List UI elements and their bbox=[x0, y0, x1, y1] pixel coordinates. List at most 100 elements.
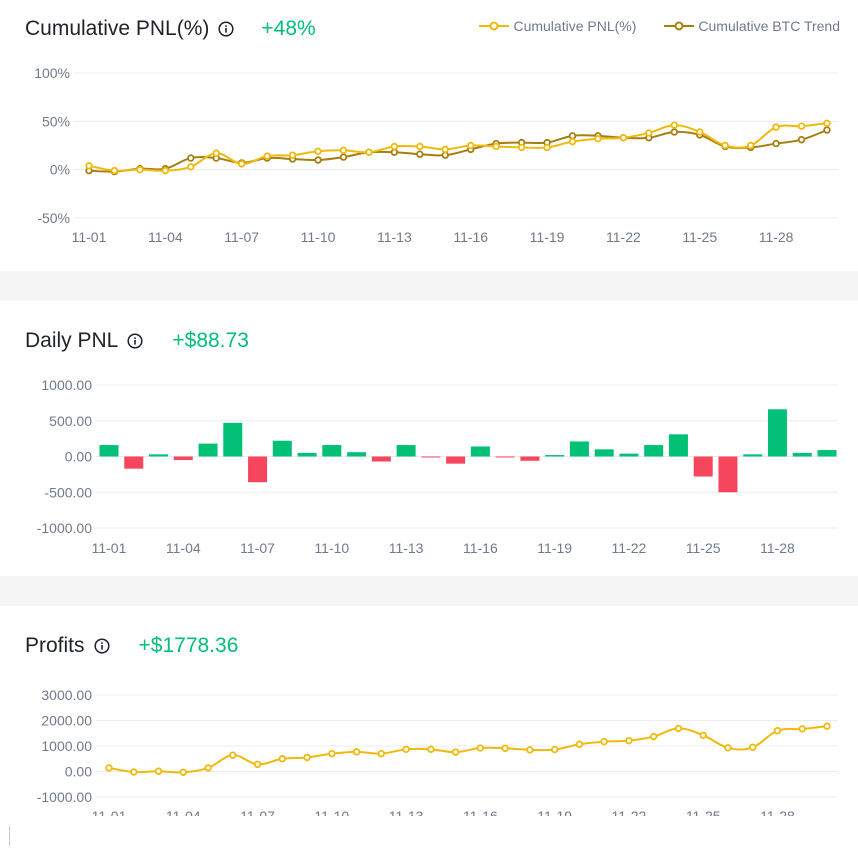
info-circle-icon[interactable] bbox=[93, 638, 110, 654]
daily-pnl-bar bbox=[545, 455, 565, 457]
chart-legend: Cumulative PNL(%) Cumulative BTC Trend bbox=[451, 18, 840, 34]
daily-pnl-card: Daily PNL +$88.73 1000.00 500.00 0.00 -500.… bbox=[0, 301, 858, 576]
daily-pnl-bar bbox=[322, 445, 342, 457]
x-tick-label: 11-16 bbox=[463, 808, 498, 816]
daily-pnl-bar bbox=[668, 434, 688, 457]
x-tick-label: 11-28 bbox=[759, 229, 794, 245]
x-tick-label: 11-19 bbox=[537, 540, 572, 556]
daily-pnl-bar bbox=[792, 452, 812, 457]
profits-point bbox=[550, 745, 559, 754]
pnl-point bbox=[212, 149, 220, 157]
x-tick-label: 11-13 bbox=[389, 540, 424, 556]
daily-pnl-bar bbox=[569, 441, 589, 457]
pnl-point bbox=[136, 165, 144, 174]
pnl-point bbox=[645, 129, 653, 137]
pnl-point bbox=[416, 142, 424, 151]
y-tick-label: 1000.00 bbox=[41, 738, 92, 754]
pnl-point bbox=[772, 123, 780, 131]
x-tick-label: 11-04 bbox=[166, 540, 201, 556]
legend-item-btc[interactable]: Cumulative BTC Trend bbox=[664, 18, 840, 34]
x-tick-label: 11-10 bbox=[301, 229, 336, 245]
daily-pnl-bar bbox=[99, 445, 119, 457]
profits-point bbox=[451, 748, 460, 756]
profits-point bbox=[724, 744, 732, 752]
pnl-point bbox=[467, 141, 475, 150]
pnl-point bbox=[110, 166, 119, 175]
daily-pnl-bar bbox=[272, 440, 292, 457]
x-tick-label: 11-07 bbox=[240, 540, 275, 556]
legend-item-pnl[interactable]: Cumulative PNL(%) bbox=[479, 18, 636, 34]
profits-point bbox=[278, 755, 287, 763]
daily-pnl-bar bbox=[198, 443, 218, 457]
daily-pnl-bar bbox=[743, 454, 763, 457]
info-circle-icon[interactable] bbox=[127, 333, 143, 349]
x-tick-label: 11-25 bbox=[686, 540, 721, 556]
profits-value: +$1778.36 bbox=[138, 634, 239, 657]
profits-point bbox=[204, 764, 212, 772]
x-tick-label: 11-13 bbox=[377, 229, 412, 245]
daily-pnl-bar bbox=[371, 456, 391, 462]
profits-point bbox=[328, 749, 336, 758]
profits-point bbox=[130, 768, 138, 776]
cumulative-pnl-header: Cumulative PNL(%) +48% bbox=[25, 17, 316, 41]
daily-pnl-bar bbox=[470, 446, 490, 457]
btc-point bbox=[390, 148, 399, 156]
profits-point bbox=[674, 724, 683, 733]
profits-point bbox=[600, 737, 608, 746]
x-tick-label: 11-01 bbox=[92, 808, 127, 816]
x-tick-label: 11-22 bbox=[606, 229, 641, 245]
btc-point bbox=[187, 154, 195, 162]
pnl-point bbox=[670, 121, 679, 129]
btc-point bbox=[797, 135, 806, 144]
profits-point bbox=[179, 768, 187, 776]
pnl-point bbox=[314, 147, 322, 155]
info-circle-icon[interactable] bbox=[218, 21, 234, 37]
x-tick-label: 11-25 bbox=[686, 808, 721, 816]
profits-point bbox=[105, 764, 113, 772]
daily-pnl-bar bbox=[718, 456, 738, 493]
profits-point bbox=[303, 753, 311, 762]
pnl-point bbox=[85, 162, 93, 170]
scrollbar-edge bbox=[9, 826, 10, 846]
btc-point bbox=[339, 153, 348, 161]
pnl-point bbox=[543, 143, 551, 152]
legend-swatch-pnl bbox=[479, 21, 510, 31]
daily-pnl-bar bbox=[520, 456, 540, 461]
daily-pnl-bar bbox=[594, 449, 614, 457]
pnl-point bbox=[797, 122, 806, 130]
profits-point bbox=[154, 767, 163, 775]
btc-point bbox=[823, 126, 831, 134]
cumulative-pnl-chart: 100% 50% 0% -50%11-01 11-04 11-07 11-10 11-13 11… bbox=[34, 65, 838, 245]
x-tick-label: 11-07 bbox=[240, 808, 275, 816]
profits-card: Profits +$1778.36 3000.00 2000.00 1000.00 0… bbox=[0, 606, 858, 849]
y-tick-label: -1000.00 bbox=[37, 789, 92, 805]
profits-point bbox=[699, 731, 707, 739]
btc-point bbox=[416, 150, 424, 158]
legend-label-btc: Cumulative BTC Trend bbox=[698, 18, 840, 34]
daily-pnl-bar bbox=[693, 456, 713, 477]
profits-header: Profits +$1778.36 bbox=[25, 634, 238, 658]
daily-pnl-bar bbox=[223, 422, 243, 457]
pnl-point bbox=[339, 146, 348, 155]
daily-pnl-bar bbox=[248, 456, 268, 483]
pnl-point bbox=[365, 148, 373, 156]
profits-point bbox=[526, 746, 534, 754]
pnl-point bbox=[517, 143, 526, 152]
x-tick-label: 11-19 bbox=[530, 229, 565, 245]
x-tick-label: 11-22 bbox=[612, 540, 647, 556]
pnl-point bbox=[594, 135, 602, 143]
profits-point bbox=[253, 760, 262, 769]
y-tick-label: 2000.00 bbox=[41, 713, 92, 729]
cumulative-pnl-value: +48% bbox=[261, 17, 316, 40]
profits-point bbox=[501, 744, 509, 752]
profits-series-line bbox=[108, 725, 828, 774]
y-tick-label: 0.00 bbox=[65, 764, 92, 780]
daily-pnl-bar bbox=[644, 445, 664, 457]
btc-point bbox=[441, 151, 449, 159]
daily-pnl-title: Daily PNL bbox=[25, 329, 119, 352]
x-tick-label: 11-16 bbox=[463, 540, 498, 556]
pnl-point bbox=[721, 141, 729, 150]
daily-pnl-bar bbox=[446, 456, 466, 464]
